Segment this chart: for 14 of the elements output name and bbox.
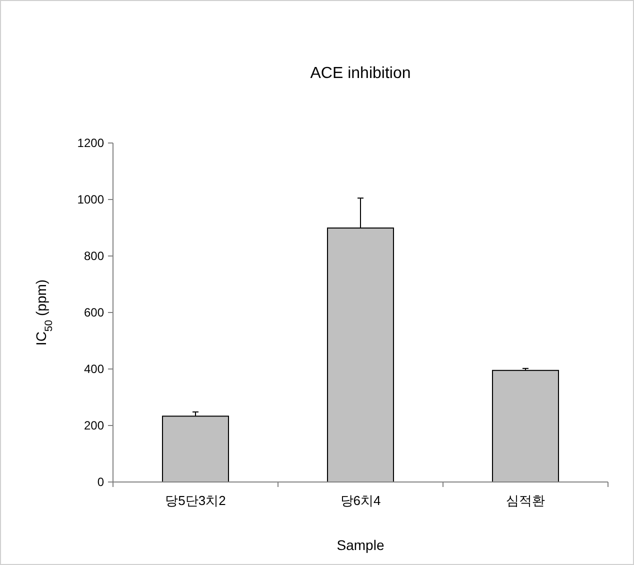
y-tick-label: 1200 (77, 136, 104, 150)
x-tick-label: 당5단3치2 (165, 493, 226, 508)
x-axis-title: Sample (336, 537, 384, 553)
chart-title: ACE inhibition (310, 65, 411, 82)
y-tick-label: 0 (97, 475, 104, 489)
y-tick-label: 1000 (77, 192, 104, 206)
x-tick-label: 당6치4 (340, 493, 381, 508)
y-tick-label: 400 (84, 362, 104, 376)
bar (492, 370, 559, 482)
y-tick-label: 200 (84, 418, 104, 432)
y-tick-label: 600 (84, 306, 104, 320)
y-tick-label: 800 (84, 249, 104, 263)
x-tick-label: 심적환 (506, 493, 545, 508)
bar (162, 416, 229, 482)
